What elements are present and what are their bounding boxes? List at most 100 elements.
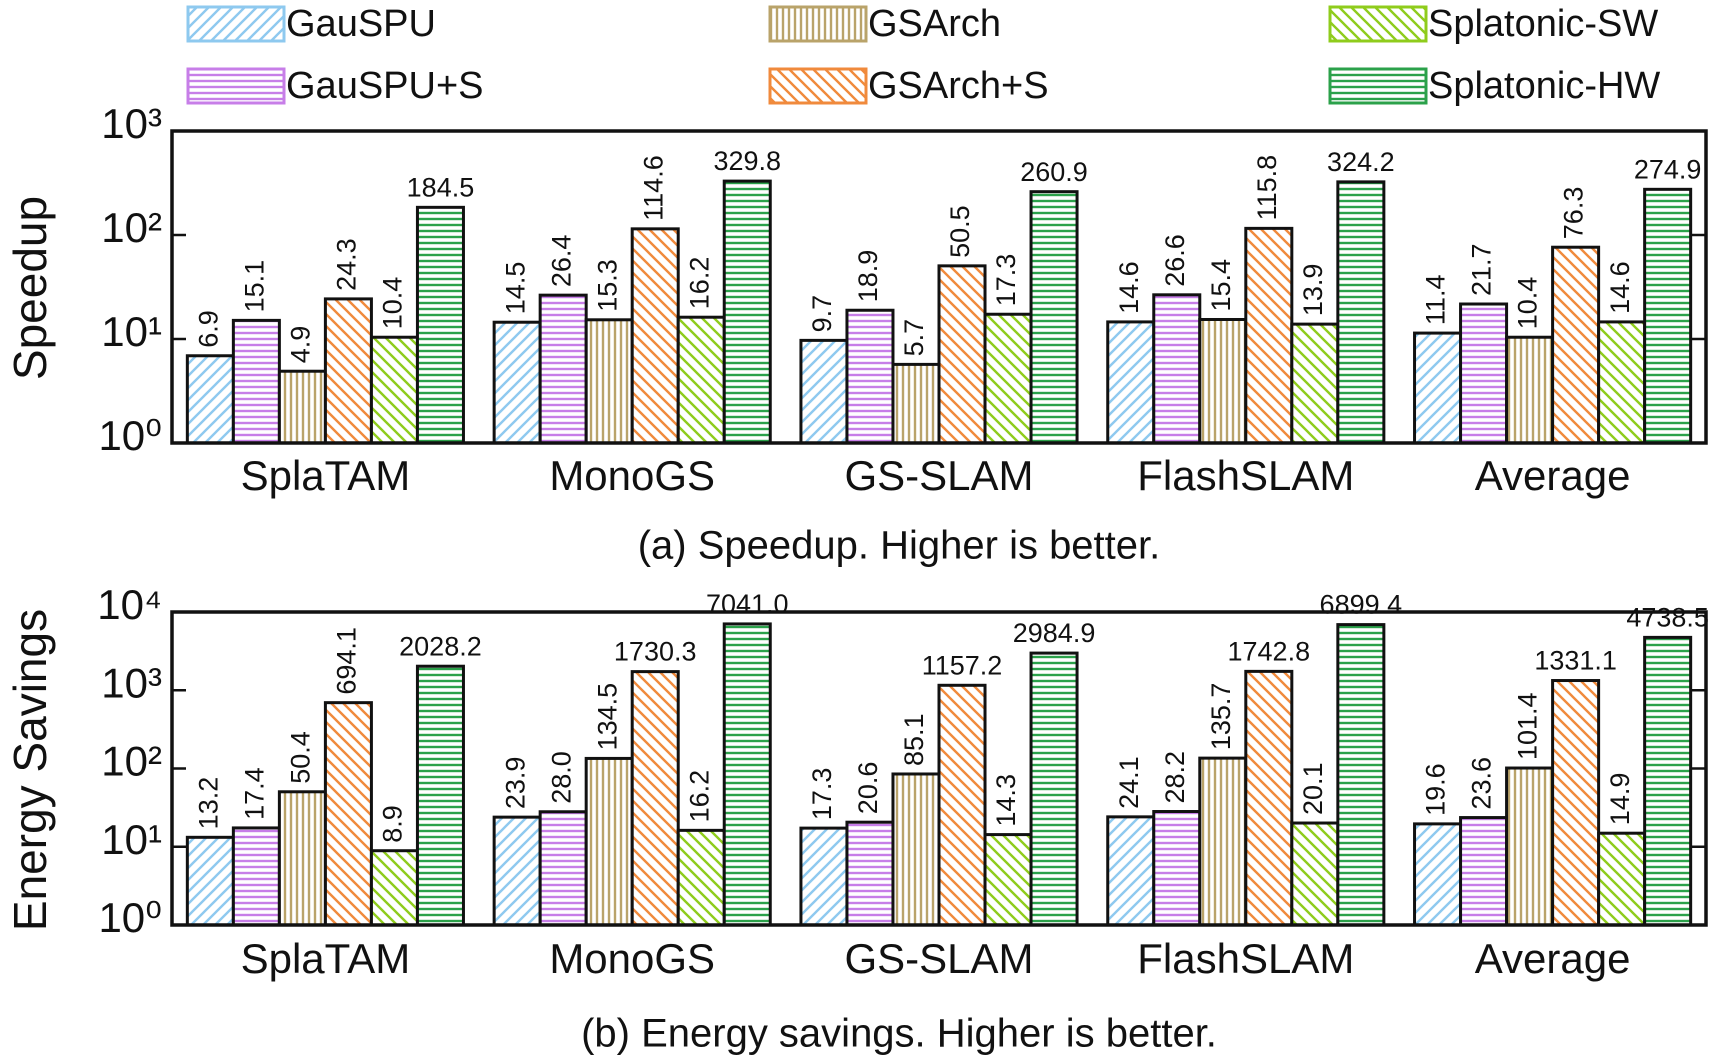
bar [1198, 756, 1248, 927]
bar [983, 833, 1033, 927]
bar [1244, 226, 1294, 445]
bar [845, 308, 895, 445]
bar [1029, 190, 1079, 445]
value-label: 8.9 [378, 805, 408, 843]
bar [538, 810, 588, 927]
value-label: 19.6 [1421, 763, 1451, 816]
bar [185, 354, 235, 445]
bar [369, 335, 419, 445]
value-label: 50.5 [945, 205, 975, 258]
bar [722, 622, 772, 927]
y-tick-label: 10² [101, 738, 162, 785]
value-label: 4.9 [286, 326, 316, 364]
bar [538, 293, 588, 445]
value-label: 10.4 [378, 277, 408, 330]
legend-swatch [186, 67, 286, 105]
bar [1029, 651, 1079, 927]
bar [891, 362, 941, 445]
bar [722, 179, 772, 445]
bar [799, 338, 849, 445]
bar [1505, 766, 1555, 927]
value-label: 28.2 [1160, 751, 1190, 804]
bar [584, 756, 634, 927]
value-label: 114.6 [638, 155, 668, 221]
x-tick-label: GS-SLAM [844, 935, 1033, 982]
value-label: 1331.1 [1534, 646, 1617, 676]
bar [1290, 821, 1340, 927]
value-label: 694.1 [332, 627, 362, 695]
bar [1643, 635, 1693, 927]
value-label: 26.4 [546, 235, 576, 288]
value-label: 16.2 [684, 257, 714, 310]
legend-label: GSArch [868, 3, 1001, 45]
bar [983, 312, 1033, 445]
bar [323, 297, 373, 445]
value-label: 15.3 [592, 259, 622, 312]
value-label: 5.7 [899, 319, 929, 357]
value-label: 1157.2 [922, 650, 1003, 680]
value-label: 15.4 [1206, 259, 1236, 312]
value-label: 115.8 [1252, 155, 1282, 221]
bar [1551, 679, 1601, 927]
y-tick-label: 10⁰ [98, 412, 162, 459]
x-tick-label: GS-SLAM [844, 452, 1033, 499]
legend-swatch [186, 5, 286, 43]
bar [1505, 335, 1555, 445]
x-tick-label: Average [1475, 452, 1631, 499]
value-label: 135.7 [1206, 683, 1236, 751]
y-tick-label: 10³ [101, 100, 162, 147]
bar [1597, 320, 1647, 445]
x-tick-label: MonoGS [549, 935, 715, 982]
bar [1597, 831, 1647, 927]
y-tick-label: 10³ [101, 659, 162, 706]
value-label: 260.9 [1020, 157, 1088, 187]
bar [1152, 810, 1202, 927]
value-label: 6899.4 [1320, 590, 1403, 620]
y-tick-label: 10⁴ [97, 581, 162, 628]
plot-frame [170, 610, 1708, 927]
value-label: 101.4 [1513, 692, 1543, 760]
value-label: 13.9 [1298, 264, 1328, 317]
bar [277, 790, 327, 927]
value-label: 4738.5 [1626, 603, 1709, 633]
value-label: 28.0 [546, 751, 576, 804]
value-label: 85.1 [899, 713, 929, 766]
value-label: 2028.2 [399, 631, 482, 661]
value-label: 134.5 [592, 683, 622, 751]
value-label: 6.9 [193, 310, 223, 348]
bar [1198, 317, 1248, 445]
y-axis-label: Energy Savings [4, 609, 56, 931]
bar [1643, 187, 1693, 445]
value-label: 14.3 [991, 774, 1021, 827]
value-label: 14.5 [500, 262, 530, 315]
value-label: 20.1 [1298, 762, 1328, 815]
plot-frame [170, 129, 1708, 445]
bar [584, 318, 634, 445]
x-tick-label: SplaTAM [241, 935, 411, 982]
bar [845, 820, 895, 927]
value-label: 50.4 [286, 731, 316, 784]
bar [1551, 245, 1601, 445]
legend-label: GauSPU [286, 3, 436, 45]
y-tick-label: 10¹ [101, 308, 162, 355]
value-label: 274.9 [1634, 154, 1702, 184]
value-label: 7041.0 [706, 589, 789, 619]
value-label: 1742.8 [1228, 636, 1311, 666]
bar [937, 683, 987, 927]
y-axis-label: Speedup [4, 196, 56, 380]
bar [492, 815, 542, 927]
value-label: 10.4 [1513, 277, 1543, 330]
bar [1152, 293, 1202, 445]
value-label: 324.2 [1327, 147, 1395, 177]
bar [1106, 815, 1156, 927]
bar [1244, 669, 1294, 927]
bar [1106, 320, 1156, 445]
legend-label: Splatonic-SW [1428, 3, 1658, 45]
value-label: 15.1 [239, 260, 269, 313]
y-tick-label: 10¹ [101, 816, 162, 863]
bar [891, 772, 941, 927]
bar [630, 227, 680, 445]
legend-label: GSArch+S [868, 65, 1049, 107]
bar [231, 826, 281, 927]
x-tick-label: FlashSLAM [1137, 452, 1354, 499]
